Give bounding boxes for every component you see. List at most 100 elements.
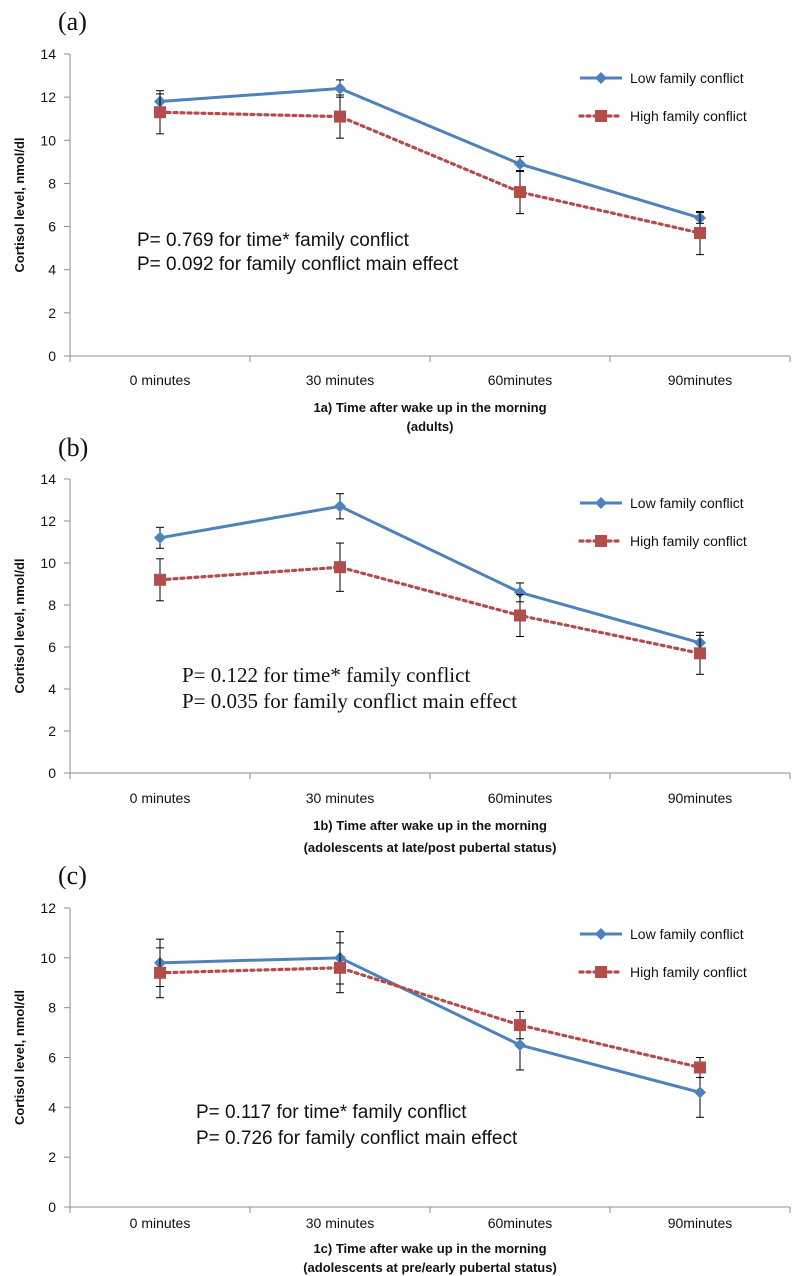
series-high-family-conflict <box>154 90 706 256</box>
annotation-main-effect-p: P= 0.726 for family conflict main effect <box>196 1128 518 1149</box>
y-tick-label: 6 <box>48 639 56 655</box>
y-tick-label: 4 <box>48 262 56 278</box>
y-tick-label: 10 <box>40 555 56 571</box>
y-tick-label: 14 <box>40 46 56 62</box>
series-low-family-conflict <box>154 493 706 651</box>
legend: Low family conflict High family conflict <box>578 926 747 980</box>
panel-label: (b) <box>58 433 88 462</box>
legend-marker-high <box>595 110 607 122</box>
x-axis-subtitle: (adolescents at late/post pubertal statu… <box>304 840 557 855</box>
data-point <box>694 647 706 660</box>
legend-marker-high <box>595 535 607 547</box>
x-axis-title: 1b) Time after wake up in the morning <box>313 818 547 833</box>
x-tick-label: 60minutes <box>488 1215 553 1231</box>
series-line <box>158 966 702 1070</box>
y-tick-label: 10 <box>40 132 56 148</box>
annotation-interaction-p: P= 0.769 for time* family conflict <box>137 230 410 251</box>
x-axis-title: 1a) Time after wake up in the morning <box>313 400 546 415</box>
chart-panel-a: (a) 0 2 4 6 8 10 12 14 0 minutes 30 minutes 60minut… <box>12 7 791 434</box>
legend-marker-low <box>595 72 607 84</box>
data-point <box>694 1086 706 1099</box>
y-axis-title: Cortisol level, nmol/dl <box>12 137 27 272</box>
x-axis-subtitle: (adults) <box>407 419 454 434</box>
chart-panel-c: (c) 0 2 4 6 8 10 12 0 minutes 30 minutes 60minutes… <box>12 861 791 1275</box>
series-line <box>159 87 701 220</box>
legend-label-low: Low family conflict <box>630 495 744 511</box>
y-tick-label: 0 <box>48 765 56 781</box>
data-point <box>154 106 166 119</box>
y-tick-label: 10 <box>40 950 56 966</box>
y-tick-label: 2 <box>48 723 56 739</box>
legend-marker-low <box>595 928 607 940</box>
x-tick-label: 0 minutes <box>130 1215 191 1231</box>
series-high-family-conflict <box>154 542 706 675</box>
x-tick-label: 60minutes <box>488 790 553 806</box>
annotation-main-effect-p: P= 0.092 for family conflict main effect <box>137 254 459 275</box>
x-axis-title: 1c) Time after wake up in the morning <box>313 1241 546 1256</box>
y-tick-label: 4 <box>48 681 56 697</box>
legend-label-high: High family conflict <box>630 108 747 124</box>
legend-marker-high <box>595 966 607 978</box>
data-point <box>514 186 526 199</box>
legend-marker-low <box>595 497 607 509</box>
data-point <box>694 227 706 240</box>
annotation-interaction-p: P= 0.122 for time* family conflict <box>182 663 470 687</box>
y-tick-label: 6 <box>48 1050 56 1066</box>
y-tick-label: 0 <box>48 1199 56 1215</box>
series-line <box>158 565 702 655</box>
x-tick-label: 30 minutes <box>306 790 374 806</box>
data-point <box>514 1039 526 1052</box>
panel-label: (a) <box>58 7 87 36</box>
x-tick-label: 90minutes <box>668 372 733 388</box>
panel-label: (c) <box>58 861 87 890</box>
series-low-family-conflict <box>154 931 706 1118</box>
legend-label-high: High family conflict <box>630 964 747 980</box>
x-tick-label: 90minutes <box>668 790 733 806</box>
legend-label-low: Low family conflict <box>630 926 744 942</box>
y-tick-label: 14 <box>40 471 56 487</box>
y-tick-label: 12 <box>40 900 56 916</box>
x-tick-label: 0 minutes <box>130 790 191 806</box>
data-point <box>694 1061 706 1074</box>
legend: Low family conflict High family conflict <box>578 70 747 124</box>
data-point <box>334 561 346 574</box>
data-point <box>334 110 346 123</box>
series-high-family-conflict <box>154 942 706 1078</box>
legend-label-low: Low family conflict <box>630 70 744 86</box>
y-tick-label: 12 <box>40 513 56 529</box>
y-tick-label: 2 <box>48 1149 56 1165</box>
y-tick-label: 8 <box>48 1000 56 1016</box>
series-line <box>159 956 701 1094</box>
series-line <box>159 504 701 645</box>
legend-label-high: High family conflict <box>630 533 747 549</box>
data-point <box>334 82 346 95</box>
x-tick-label: 30 minutes <box>306 372 374 388</box>
y-tick-label: 2 <box>48 305 56 321</box>
data-point <box>514 586 526 599</box>
data-point <box>334 500 346 513</box>
data-point <box>154 966 166 979</box>
data-point <box>514 609 526 622</box>
data-point <box>154 573 166 586</box>
y-tick-label: 12 <box>40 89 56 105</box>
y-axis-title: Cortisol level, nmol/dl <box>12 990 27 1125</box>
x-tick-label: 0 minutes <box>130 372 191 388</box>
x-tick-label: 60minutes <box>488 372 553 388</box>
series-low-family-conflict <box>154 79 706 224</box>
y-tick-label: 8 <box>48 175 56 191</box>
legend: Low family conflict High family conflict <box>578 495 747 549</box>
y-tick-label: 0 <box>48 348 56 364</box>
x-tick-label: 30 minutes <box>306 1215 374 1231</box>
x-axis-subtitle: (adolescents at pre/early pubertal statu… <box>303 1260 557 1275</box>
y-axis-title: Cortisol level, nmol/dl <box>12 558 27 693</box>
x-tick-label: 90minutes <box>668 1215 733 1231</box>
series-line <box>158 110 702 235</box>
data-point <box>514 158 526 171</box>
chart-panel-b: (b) 0 2 4 6 8 10 12 14 0 minutes 30 minutes 60minut… <box>12 433 791 855</box>
y-tick-label: 4 <box>48 1099 56 1115</box>
data-point <box>154 531 166 544</box>
data-point <box>514 1019 526 1032</box>
annotation-main-effect-p: P= 0.035 for family conflict main effect <box>182 689 517 713</box>
y-tick-label: 8 <box>48 597 56 613</box>
